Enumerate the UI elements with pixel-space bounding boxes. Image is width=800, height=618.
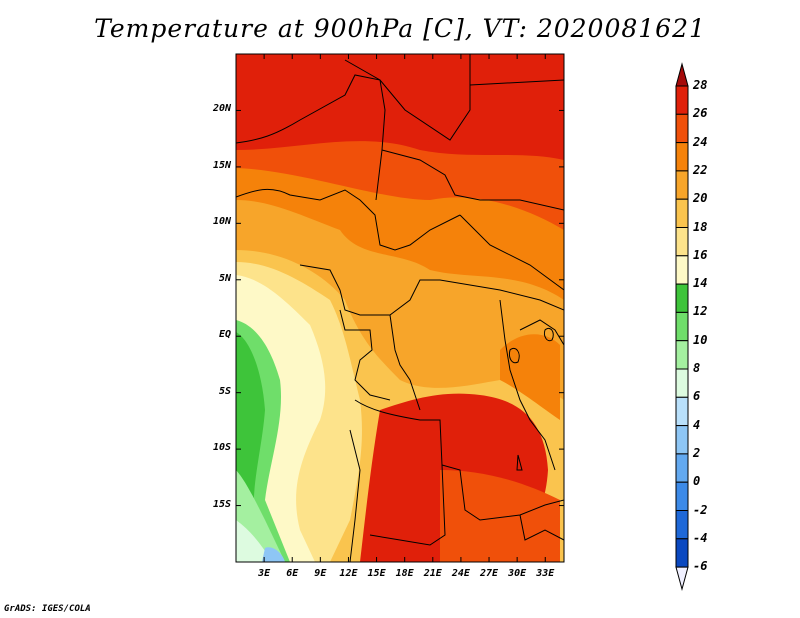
credit-text: GrADS: IGES/COLA <box>4 604 91 614</box>
colorbar-label: 26 <box>693 106 708 121</box>
country-border <box>519 319 564 346</box>
temperature-band <box>500 334 560 420</box>
lat-label: 5N <box>218 272 231 284</box>
country-border <box>459 214 564 291</box>
lon-label: 15E <box>367 568 386 579</box>
lon-label: 12E <box>339 568 358 579</box>
colorbar-swatch <box>675 510 689 540</box>
colorbar-swatch <box>675 198 689 228</box>
lon-label: 24E <box>451 568 470 579</box>
colorbar-swatch <box>675 255 689 285</box>
country-border <box>499 299 556 471</box>
colorbar-swatch <box>675 227 689 257</box>
colorbar-swatch <box>675 340 689 370</box>
colorbar-swatch <box>675 538 689 568</box>
colorbar-bottom-arrow <box>675 566 689 592</box>
country-border <box>236 188 461 251</box>
colorbar-label: 0 <box>693 474 701 489</box>
country-border <box>354 399 564 521</box>
lat-label: 10N <box>212 216 231 228</box>
colorbar-label: 14 <box>693 276 708 291</box>
colorbar-swatch <box>675 481 689 512</box>
colorbar-label: 8 <box>693 361 701 375</box>
lat-label: 20N <box>212 103 231 115</box>
colorbar-top-arrow <box>675 62 689 87</box>
colorbar-swatch <box>675 85 689 115</box>
colorbar-label: 16 <box>693 247 708 262</box>
colorbar-label: 22 <box>693 162 708 177</box>
country-border <box>349 429 361 562</box>
temperature-band <box>236 520 272 562</box>
temperature-band <box>262 547 285 562</box>
lake-outline <box>544 327 554 342</box>
country-border <box>344 54 471 141</box>
country-border <box>236 74 386 201</box>
country-borders <box>236 54 564 562</box>
temperature-field <box>236 54 564 562</box>
lon-label: 6E <box>286 568 299 579</box>
colorbar-label: -2 <box>693 502 708 517</box>
colorbar-swatch <box>675 283 689 313</box>
colorbar-label: 24 <box>693 134 708 149</box>
lat-label: EQ <box>218 329 231 341</box>
colorbar-label: 18 <box>693 219 708 234</box>
colorbar-label: 28 <box>693 78 708 92</box>
colorbar-label: 4 <box>693 417 701 432</box>
colorbar-swatch <box>675 453 689 483</box>
colorbar-label: 10 <box>693 332 708 347</box>
colorbar-label: 20 <box>693 191 708 206</box>
map-frame <box>235 53 565 563</box>
lat-label: 10S <box>212 442 231 454</box>
temperature-band <box>236 54 564 150</box>
lake-outline <box>516 454 523 471</box>
colorbar-swatch <box>675 142 689 172</box>
colorbar-swatch <box>675 368 689 398</box>
lon-label: 33E <box>536 568 555 579</box>
colorbar-swatch <box>675 113 689 144</box>
country-border <box>339 309 391 401</box>
lat-label: 5S <box>218 385 231 397</box>
country-border <box>389 314 421 411</box>
colorbar-label: -4 <box>693 530 708 545</box>
temperature-band <box>440 470 560 562</box>
colorbar-label: 12 <box>693 304 708 319</box>
colorbar-swatch <box>675 170 689 200</box>
colorbar-swatch <box>675 396 689 427</box>
lon-label: 18E <box>395 568 414 579</box>
map-title: Temperature at 900hPa [C], VT: 202008162… <box>94 14 706 43</box>
country-border <box>369 464 446 546</box>
country-border <box>299 264 564 316</box>
colorbar-label: 6 <box>693 389 701 404</box>
colorbar-label: 2 <box>693 445 701 460</box>
colorbar-swatch <box>675 425 689 455</box>
lake-outline <box>509 347 520 364</box>
lon-label: 30E <box>508 568 527 579</box>
country-border <box>519 514 564 541</box>
colorbar-swatch <box>675 311 689 342</box>
lon-label: 21E <box>423 568 442 579</box>
lat-label: 15S <box>212 498 231 510</box>
lon-label: 9E <box>314 568 327 579</box>
lon-label: 3E <box>258 568 271 579</box>
country-border <box>469 79 564 86</box>
axis-ticks <box>236 54 564 562</box>
lon-label: 27E <box>479 568 499 579</box>
colorbar-label: -6 <box>693 559 708 574</box>
lat-label: 15N <box>212 159 231 171</box>
country-border <box>381 149 564 211</box>
colorbar <box>675 62 689 592</box>
